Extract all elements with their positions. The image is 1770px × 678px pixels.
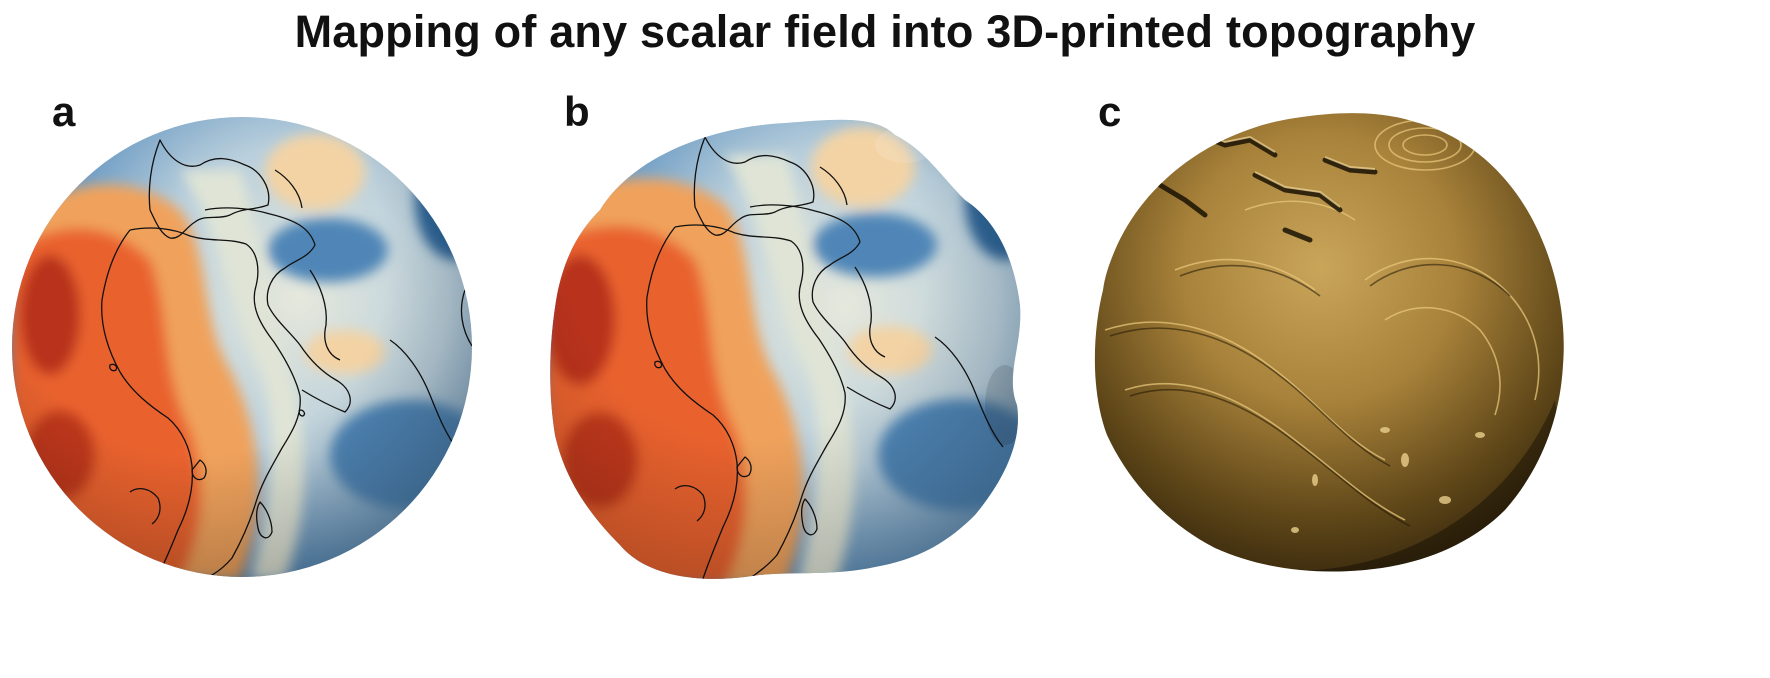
printed-topography-render bbox=[1094, 113, 1564, 572]
figure-title: Mapping of any scalar field into 3D-prin… bbox=[294, 6, 1476, 57]
panel-b-deformed bbox=[545, 105, 1025, 585]
panel-label-c: c bbox=[1098, 88, 1122, 135]
deformed-colored-map bbox=[550, 119, 1021, 579]
panel-label-b: b bbox=[564, 88, 590, 135]
panel-a-sphere bbox=[10, 110, 475, 580]
sphere-colored-map bbox=[12, 117, 472, 577]
panel-label-a: a bbox=[52, 88, 76, 135]
topography-contours bbox=[1104, 119, 1540, 521]
panel-c-printed bbox=[1085, 100, 1575, 580]
